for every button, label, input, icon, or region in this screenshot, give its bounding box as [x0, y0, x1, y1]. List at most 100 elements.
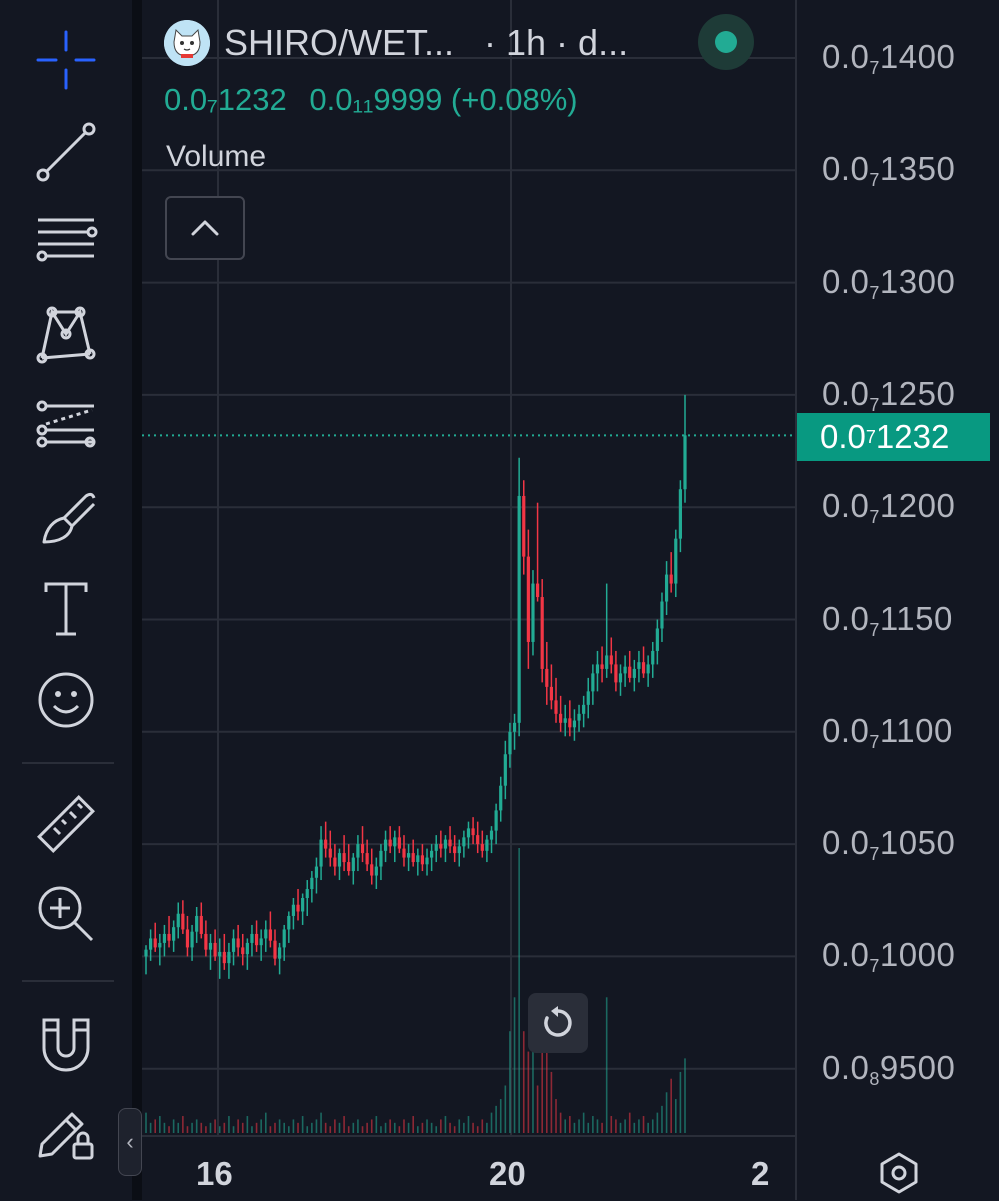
- price-axis[interactable]: 0.089500 0.071000 0.071050 0.071100 0.071150…: [795, 0, 999, 1200]
- volume-bar: [357, 1119, 359, 1133]
- candle-body: [591, 673, 595, 692]
- price-tick-label: 0.089500: [822, 1049, 955, 1090]
- candle: [379, 844, 383, 881]
- candle-body: [365, 853, 369, 865]
- volume-bar: [218, 1126, 221, 1133]
- candle: [411, 839, 415, 867]
- magnet-tool[interactable]: [28, 1004, 104, 1080]
- text-tool[interactable]: [28, 570, 104, 646]
- volume-bar: [403, 1119, 405, 1133]
- pattern-tool[interactable]: [28, 296, 104, 372]
- price-tick-label: 0.071300: [822, 263, 955, 304]
- volume-bar: [545, 1051, 548, 1133]
- pair-title[interactable]: SHIRO/WET...: [224, 22, 455, 63]
- candle: [628, 650, 632, 683]
- volume-bar: [684, 1058, 686, 1133]
- candle: [660, 592, 664, 642]
- candle: [609, 637, 613, 674]
- candle-body: [264, 929, 268, 939]
- candle-body: [402, 848, 406, 858]
- volume-bar: [661, 1105, 663, 1133]
- candle-body: [651, 650, 655, 665]
- candle: [158, 933, 162, 966]
- chart-pane[interactable]: [142, 0, 795, 1135]
- candle: [508, 722, 512, 768]
- lock-drawing-tool[interactable]: [28, 1094, 104, 1170]
- candlestick-chart[interactable]: [142, 0, 795, 1135]
- candle: [489, 826, 494, 854]
- zoom-in-tool[interactable]: [28, 876, 104, 952]
- volume-bar: [145, 1112, 147, 1133]
- volume-bar: [674, 1099, 677, 1133]
- candle: [531, 570, 535, 656]
- time-tick-label: 20: [489, 1155, 526, 1192]
- indicators-collapse-button[interactable]: [165, 196, 245, 260]
- candle-body: [508, 731, 512, 755]
- toolbar-collapse-button[interactable]: ‹: [118, 1108, 142, 1176]
- volume-indicator-label[interactable]: Volume: [166, 140, 267, 173]
- candle: [185, 915, 190, 957]
- price-tick-sub: 7: [869, 282, 880, 303]
- candle: [254, 920, 259, 952]
- candle: [545, 641, 549, 705]
- candle: [259, 929, 263, 961]
- volume-bar: [592, 1116, 594, 1133]
- emoji-tool[interactable]: [28, 662, 104, 738]
- candle-body: [646, 664, 650, 674]
- candle: [347, 844, 351, 876]
- time-tick-label: 16: [196, 1155, 233, 1192]
- candle: [333, 844, 337, 876]
- price-tick-sub: 7: [869, 956, 880, 977]
- price-tick-rest: 1100: [879, 711, 953, 749]
- candle-body: [549, 686, 554, 701]
- price-tick-sub: 7: [869, 731, 880, 752]
- chart-header[interactable]: SHIRO/WET... · 1h · d...: [164, 20, 628, 66]
- volume-bar: [163, 1122, 166, 1133]
- market-status-indicator[interactable]: [698, 14, 754, 70]
- trend-line-tool[interactable]: [28, 114, 104, 190]
- candle-body: [370, 864, 374, 876]
- candle-body: [254, 933, 259, 946]
- interval-label[interactable]: · 1h · d...: [484, 22, 629, 63]
- volume-bar: [320, 1112, 322, 1133]
- candle-body: [609, 655, 613, 665]
- volume-bar: [504, 1085, 507, 1133]
- price-tick-rest: 1000: [879, 936, 956, 974]
- candle-body: [448, 839, 452, 847]
- volume-bar: [177, 1122, 180, 1133]
- volume-bar: [486, 1122, 488, 1133]
- candle: [448, 826, 452, 854]
- volume-bars: [145, 848, 686, 1133]
- volume-bar: [260, 1119, 262, 1133]
- candle: [153, 922, 157, 952]
- volume-bar: [407, 1122, 410, 1133]
- candle: [324, 821, 328, 858]
- candle-body: [360, 844, 365, 854]
- crosshair-tool[interactable]: [28, 22, 104, 98]
- reset-chart-button[interactable]: [528, 993, 588, 1053]
- price-tick-base: 0.0: [822, 711, 870, 749]
- price-tick-sub: 7: [869, 619, 880, 640]
- candle: [605, 583, 609, 678]
- candle-body: [218, 951, 222, 957]
- candle-body: [531, 583, 535, 642]
- candle: [360, 826, 365, 863]
- volume-bar: [154, 1119, 157, 1133]
- chart-settings-button[interactable]: [876, 1150, 922, 1196]
- candle: [522, 480, 526, 575]
- zoom-in-icon: [38, 886, 94, 942]
- candle-body: [614, 664, 618, 683]
- time-axis[interactable]: 16 20 2: [142, 1135, 795, 1200]
- forecast-tool[interactable]: [28, 388, 104, 464]
- candle: [374, 857, 378, 890]
- candle-body: [222, 951, 226, 964]
- candle: [328, 830, 332, 867]
- volume-bar: [393, 1122, 396, 1133]
- candle: [301, 893, 305, 925]
- candle: [222, 933, 226, 970]
- candle-body: [347, 862, 351, 872]
- ruler-tool[interactable]: [28, 786, 104, 862]
- candle-body: [476, 835, 480, 845]
- brush-tool[interactable]: [28, 478, 104, 554]
- horizontal-lines-tool[interactable]: [28, 204, 104, 280]
